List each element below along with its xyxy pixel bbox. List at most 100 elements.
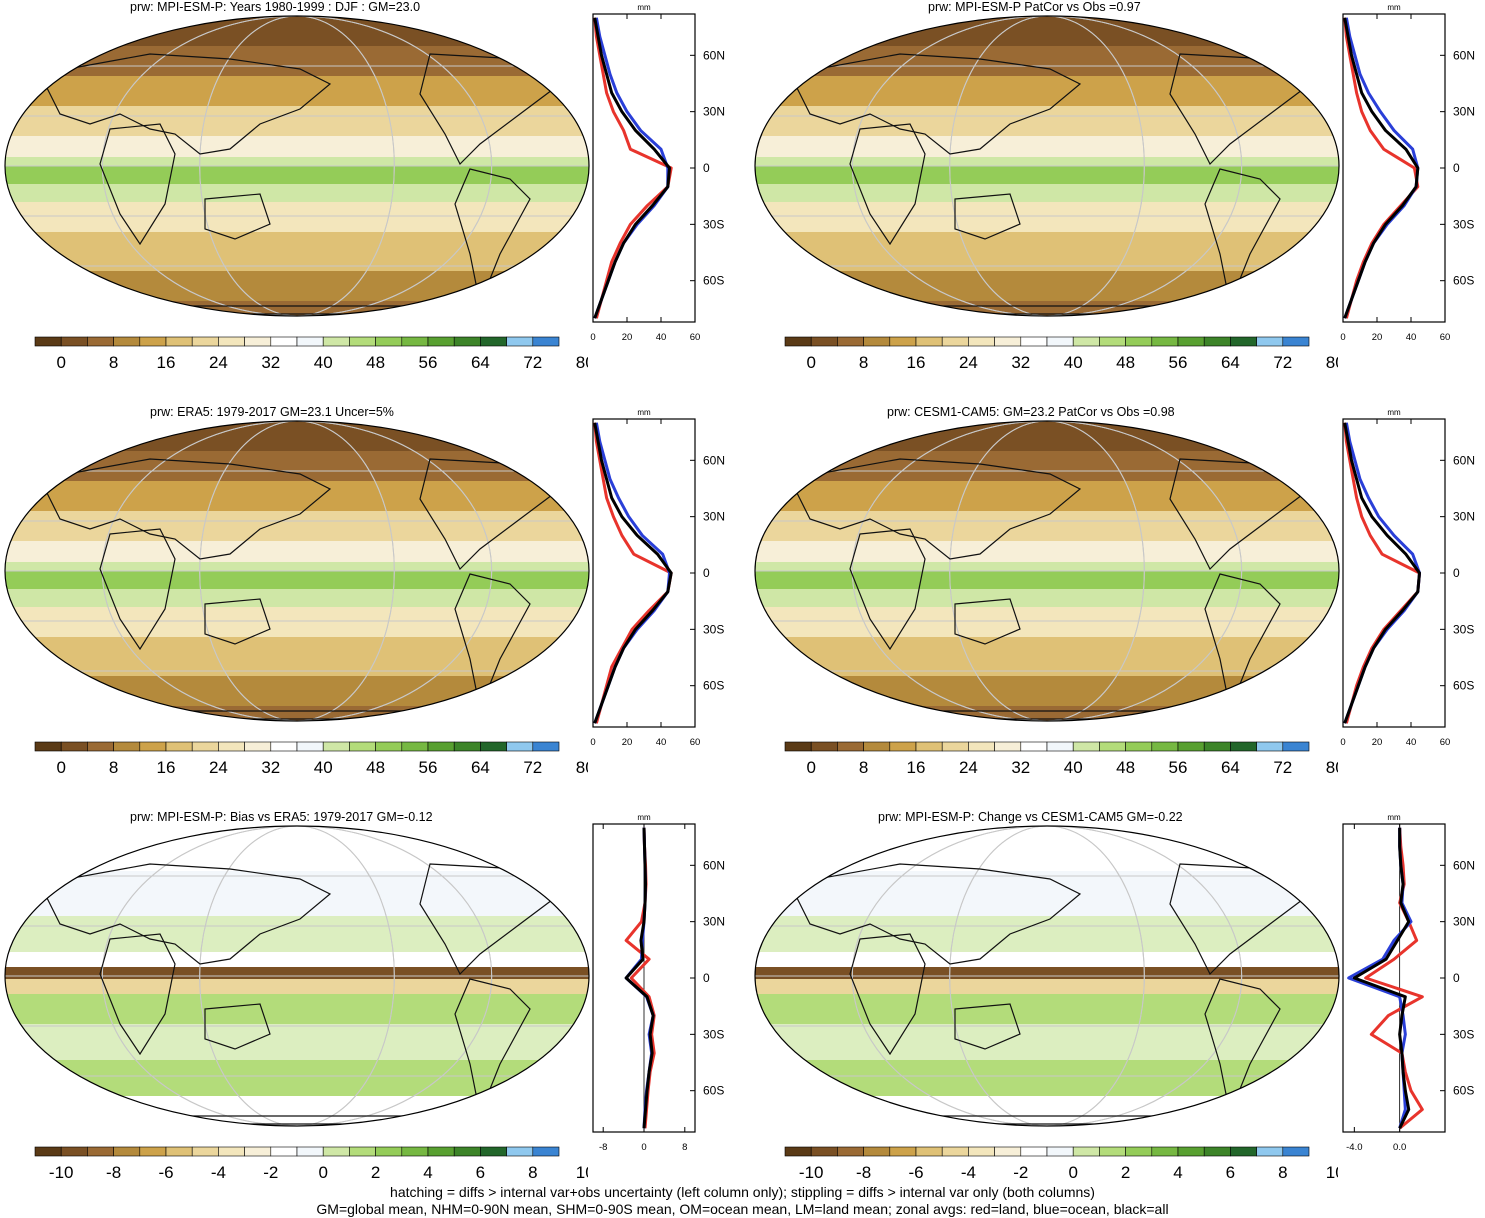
- map-field-band: [5, 136, 589, 158]
- colorbar-swatch: [191, 1146, 219, 1157]
- colorbar-swatch: [1072, 741, 1100, 752]
- colorbar-tick-label: 8: [109, 353, 118, 372]
- colorbar-tick-label: 0: [318, 1163, 327, 1182]
- profile-lat-tick-label: 60S: [703, 1084, 724, 1098]
- profile-lat-tick-label: 30S: [1453, 217, 1474, 231]
- zonal-average-profile: mm 0 20 40 60 60N 30N 0 30S 60S: [590, 3, 725, 343]
- map-coastline: [39, 458, 332, 560]
- colorbar-tick-label: 0: [56, 353, 65, 372]
- colorbar-swatch: [889, 741, 917, 752]
- map-field-band: [755, 16, 1339, 47]
- colorbar-swatch: [837, 336, 864, 347]
- profile-lat-tick-label: 30N: [1453, 915, 1475, 929]
- profile-x-tick-label: 0: [641, 1142, 646, 1153]
- map-border: [4, 420, 590, 722]
- map-coastline: [204, 1003, 271, 1050]
- colorbar: -10 -8 -6 -4 -2 0 2 4 6 8 10: [784, 1146, 1338, 1182]
- map-field-band: [755, 136, 1339, 158]
- map-field-band: [5, 571, 589, 590]
- colorbar-swatch: [506, 1146, 534, 1157]
- profile-lat-tick-label: 60S: [1453, 679, 1474, 693]
- profile-line-all: [593, 17, 671, 319]
- map-field-band: [5, 166, 589, 185]
- profile-unit-label: mm: [637, 3, 651, 12]
- panel-title: prw: MPI-ESM-P: Change vs CESM1-CAM5 GM=…: [878, 810, 1183, 824]
- map-field-band: [755, 511, 1339, 542]
- colorbar-swatch: [810, 1146, 838, 1157]
- map-field-band: [5, 967, 589, 980]
- colorbar-swatch: [296, 336, 324, 347]
- colorbar-swatch: [401, 336, 429, 347]
- map-field-band: [755, 232, 1339, 272]
- colorbar-swatch: [296, 741, 324, 752]
- colorbar-swatch: [532, 1146, 560, 1157]
- colorbar-tick-label: 64: [1221, 353, 1240, 372]
- colorbar-tick-label: -4: [211, 1163, 226, 1182]
- colorbar-swatch: [165, 741, 193, 752]
- colorbar-tick-label: 48: [1116, 353, 1135, 372]
- colorbar-tick-label: 16: [907, 758, 926, 777]
- colorbar-tick-label: 72: [523, 353, 542, 372]
- colorbar-swatch: [1020, 741, 1048, 752]
- profile-unit-label: mm: [1387, 3, 1401, 12]
- profile-lat-tick-label: 60N: [703, 48, 725, 62]
- robinson-map: [754, 420, 1340, 722]
- colorbar-tick-label: 16: [157, 758, 176, 777]
- colorbar-swatch: [139, 741, 167, 752]
- colorbar-swatch: [480, 741, 507, 752]
- map-field-band: [5, 979, 589, 995]
- profile-x-tick-label: 20: [1372, 737, 1383, 748]
- colorbar-swatch: [113, 336, 141, 347]
- robinson-map: [4, 825, 590, 1127]
- panel-title: prw: ERA5: 1979-2017 GM=23.1 Uncer=5%: [150, 405, 394, 419]
- profile-line-all: [624, 827, 655, 1129]
- profile-lat-tick-label: 30S: [703, 1027, 724, 1041]
- profile-line-land: [1343, 17, 1420, 319]
- colorbar-swatch: [1256, 336, 1284, 347]
- colorbar-tick-label: 72: [1273, 758, 1292, 777]
- map-field-band: [755, 967, 1339, 980]
- colorbar-swatch: [322, 1146, 350, 1157]
- colorbar-swatch: [296, 1146, 324, 1157]
- profile-lat-tick-label: 30N: [703, 915, 725, 929]
- colorbar-swatch: [113, 741, 141, 752]
- colorbar-swatch: [1020, 336, 1048, 347]
- colorbar-swatch: [401, 741, 429, 752]
- map-field-band: [5, 184, 589, 203]
- colorbar-swatch: [1256, 1146, 1284, 1157]
- map-field-band: [5, 202, 589, 233]
- colorbar-tick-label: 64: [471, 758, 490, 777]
- profile-lat-tick-label: 60S: [703, 274, 724, 288]
- profile-lat-tick-label: 30S: [703, 622, 724, 636]
- map-field-band: [5, 271, 589, 302]
- colorbar-tick-label: 40: [1064, 353, 1083, 372]
- profile-lat-tick-label: 60S: [703, 679, 724, 693]
- colorbar-swatch: [863, 336, 891, 347]
- colorbar-swatch: [191, 741, 219, 752]
- profile-x-tick-label: 40: [1406, 332, 1417, 343]
- profile-x-tick-label: 40: [656, 737, 667, 748]
- profile-line-land: [593, 17, 673, 319]
- profile-lat-tick-label: 0: [1453, 971, 1460, 985]
- map-coastline: [204, 193, 271, 240]
- profile-lat-tick-label: 0: [703, 161, 710, 175]
- zonal-average-profile: mm -8 0 8 60N 30N 0 30S 60S: [592, 813, 725, 1153]
- colorbar-swatch: [1099, 336, 1126, 347]
- colorbar-tick-label: 8: [859, 353, 868, 372]
- colorbar-swatch: [1203, 741, 1231, 752]
- profile-x-tick-label: 60: [690, 332, 701, 343]
- map-field-band: [5, 1096, 589, 1126]
- map-field-band: [755, 202, 1339, 233]
- colorbar-swatch: [349, 741, 376, 752]
- colorbar-swatch: [270, 1146, 298, 1157]
- colorbar-swatch: [1256, 741, 1284, 752]
- colorbar-tick-label: 40: [1064, 758, 1083, 777]
- map-field-band: [5, 451, 589, 482]
- map-field-band: [755, 994, 1339, 1025]
- colorbar-swatch: [915, 1146, 943, 1157]
- panel-title: prw: CESM1-CAM5: GM=23.2 PatCor vs Obs =…: [887, 405, 1175, 419]
- colorbar: 0 8 16 24 32 40 48 56 64 72 80: [784, 741, 1338, 777]
- colorbar-tick-label: 6: [476, 1163, 485, 1182]
- colorbar-tick-label: -8: [856, 1163, 871, 1182]
- colorbar-swatch: [837, 1146, 864, 1157]
